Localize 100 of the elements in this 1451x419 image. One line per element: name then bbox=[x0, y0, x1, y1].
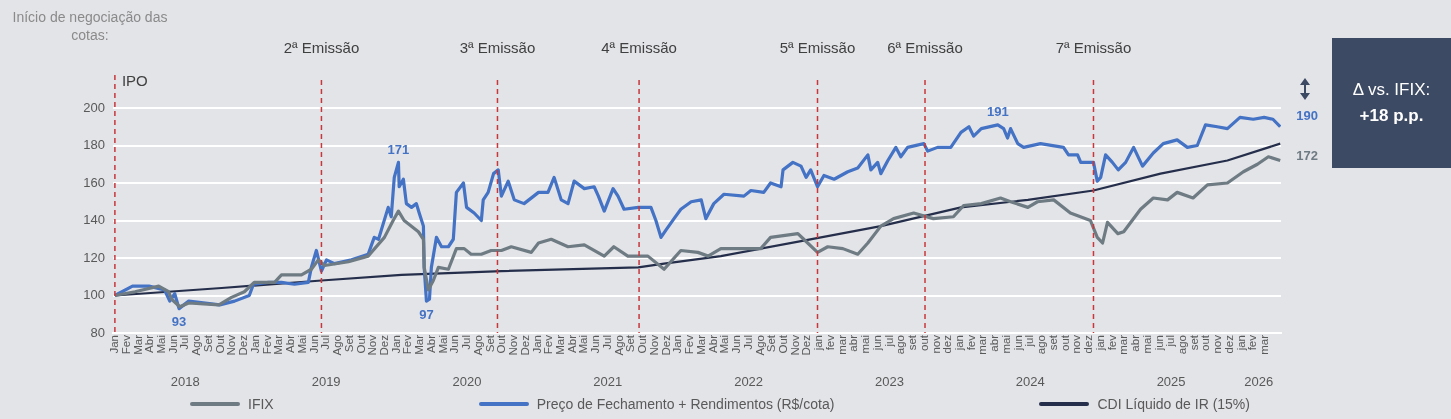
data-label: 190 bbox=[1296, 108, 1318, 124]
x-tick-label: Abr bbox=[424, 334, 437, 353]
x-tick-label: Fev bbox=[683, 334, 696, 355]
ref-line-label: 7ª Emissão bbox=[1055, 39, 1132, 57]
y-tick-label: 120 bbox=[83, 249, 105, 265]
x-tick-label: fev bbox=[1246, 334, 1259, 351]
x-tick-label: Jan bbox=[108, 335, 121, 354]
text: +18 p.p. bbox=[1359, 105, 1424, 127]
x-tick-label: Nov bbox=[507, 334, 520, 356]
x-tick-label: Jul bbox=[600, 335, 613, 350]
x-tick-label: Mai bbox=[718, 335, 731, 354]
x-tick-label: Jul bbox=[741, 335, 754, 350]
x-tick-label: Mar bbox=[131, 334, 144, 355]
x-tick-label: Set bbox=[765, 334, 778, 353]
x-tick-label: mar bbox=[1117, 334, 1130, 355]
x-tick-label: dez bbox=[941, 334, 954, 354]
x-tick-label: Jan bbox=[248, 335, 261, 354]
x-tick-label: jul bbox=[1164, 335, 1177, 348]
x-tick-label: Out bbox=[776, 334, 789, 354]
x-tick-label: Ago bbox=[471, 335, 484, 356]
y-tick-label: 80 bbox=[90, 324, 105, 340]
x-tick-label: Nov bbox=[788, 334, 801, 356]
data-label: 172 bbox=[1296, 148, 1318, 164]
x2-tick-label: 2023 bbox=[874, 374, 904, 390]
x-tick-label: Dez bbox=[377, 334, 390, 356]
x-tick-label: Mai bbox=[155, 335, 168, 354]
x-tick-label: Ago bbox=[753, 335, 766, 356]
x-tick-label: Fev bbox=[542, 334, 555, 355]
x-tick-label: abr bbox=[988, 334, 1001, 352]
legend-label: Preço de Fechamento + Rendimentos (R$/cota) bbox=[536, 396, 835, 412]
x-tick-label: Fev bbox=[401, 334, 414, 355]
x-tick-label: Jun bbox=[730, 335, 743, 354]
ref-line-label: 4ª Emissão bbox=[601, 39, 677, 57]
x-tick-label: Ago bbox=[612, 335, 625, 356]
ref-line-label: 2ª Emissão bbox=[283, 39, 360, 57]
x-tick-label: ago bbox=[1035, 335, 1048, 355]
x-tick-label: mai bbox=[999, 335, 1012, 354]
x-tick-label: jun bbox=[1011, 335, 1024, 352]
data-label: 97 bbox=[419, 306, 434, 322]
x-tick-label: out bbox=[917, 334, 930, 351]
x-tick-label: fev bbox=[823, 334, 836, 351]
x-tick-label: Mar bbox=[272, 334, 285, 355]
x-tick-label: set bbox=[1046, 334, 1059, 351]
data-label: 171 bbox=[387, 141, 410, 157]
x-tick-label: Jan bbox=[530, 335, 543, 354]
x-tick-label: fev bbox=[1105, 334, 1118, 351]
x-tick-label: Out bbox=[213, 334, 226, 354]
x-tick-label: dez bbox=[1082, 334, 1095, 354]
x-tick-label: Jul bbox=[319, 335, 332, 350]
x-tick-label: Fev bbox=[260, 334, 273, 355]
y-tick-label: 200 bbox=[83, 99, 105, 115]
x-tick-label: abr bbox=[847, 334, 860, 352]
x-tick-label: mai bbox=[1140, 335, 1153, 354]
x-tick-label: Jul bbox=[460, 335, 473, 350]
x-tick-label: jul bbox=[882, 335, 895, 348]
x-tick-label: Ago bbox=[331, 335, 344, 356]
x-tick-label: jan bbox=[953, 335, 966, 352]
data-label: 93 bbox=[171, 314, 187, 330]
text: Δ vs. IFIX: bbox=[1352, 79, 1431, 101]
x-tick-label: Mar bbox=[554, 334, 567, 355]
x-tick-label: Mar bbox=[413, 334, 426, 355]
x-tick-label: jan bbox=[1234, 335, 1247, 352]
x-tick-label: set bbox=[906, 334, 919, 351]
x-tick-label: Dez bbox=[518, 334, 531, 356]
x-tick-label: mar bbox=[835, 334, 848, 355]
x-tick-label: Set bbox=[342, 334, 355, 353]
x-tick-label: Abr bbox=[706, 334, 719, 353]
x-tick-label: Jun bbox=[307, 335, 320, 354]
x-tick-label: mai bbox=[859, 335, 872, 354]
x-tick-label: Mai bbox=[577, 335, 590, 354]
x-tick-label: jan bbox=[812, 335, 825, 352]
x-tick-label: Dez bbox=[800, 334, 813, 356]
x-tick-label: Set bbox=[201, 334, 214, 353]
y-tick-label: 100 bbox=[83, 287, 105, 303]
x-tick-label: Abr bbox=[284, 334, 297, 353]
x-tick-label: Mai bbox=[436, 335, 449, 354]
x-tick-label: jul bbox=[1023, 335, 1036, 348]
x-tick-label: Set bbox=[624, 334, 637, 353]
x-tick-label: jun bbox=[870, 335, 883, 352]
x-tick-label: Nov bbox=[366, 334, 379, 356]
x-tick-label: Nov bbox=[647, 334, 660, 356]
x2-tick-label: 2018 bbox=[170, 374, 200, 390]
x-tick-label: Out bbox=[354, 334, 367, 354]
x-tick-label: Mar bbox=[694, 334, 707, 355]
x-tick-label: Jan bbox=[671, 335, 684, 354]
x2-tick-label: 2022 bbox=[734, 374, 764, 390]
x2-tick-label: 2026 bbox=[1244, 374, 1274, 390]
x2-tick-label: 2019 bbox=[311, 374, 341, 390]
x-tick-label: Jan bbox=[389, 335, 402, 354]
y-tick-label: 160 bbox=[83, 174, 105, 190]
x-tick-label: Mai bbox=[295, 335, 308, 354]
x-tick-label: ago bbox=[894, 335, 907, 355]
x-tick-label: Jul bbox=[178, 335, 191, 350]
x-tick-label: Jun bbox=[166, 335, 179, 354]
ref-line-label: 3ª Emissão bbox=[459, 39, 536, 57]
x-tick-label: Dez bbox=[237, 334, 250, 356]
x-tick-label: Jun bbox=[448, 335, 461, 354]
x-tick-label: set bbox=[1187, 334, 1200, 351]
x2-tick-label: 2024 bbox=[1015, 374, 1045, 390]
x-tick-label: jan bbox=[1093, 335, 1106, 352]
